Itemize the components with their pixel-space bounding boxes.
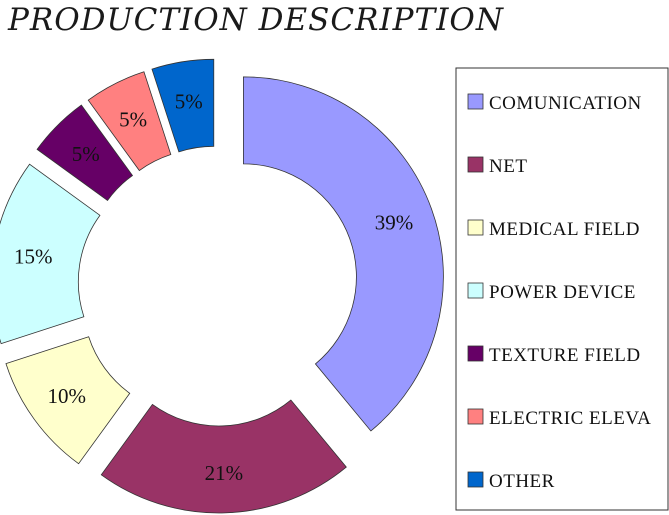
legend-swatch-4: [467, 345, 484, 362]
legend-label-4: TEXTURE FIELD: [489, 345, 641, 366]
legend-box: [455, 67, 669, 511]
donut-slice-4: [36, 104, 134, 202]
legend-swatch-6: [467, 471, 484, 488]
legend: COMUNICATION NET MEDICAL FIELD POWER DEVICE…: [455, 67, 669, 511]
chart-title: PRODUCTION DESCRIPTION: [8, 2, 504, 38]
slice-label-5: 5%: [119, 107, 147, 131]
legend-swatch-2: [467, 219, 484, 236]
donut-slice-0: [243, 76, 444, 432]
donut-slice-6: [151, 58, 215, 153]
slice-label-1: 21%: [205, 461, 244, 485]
slice-label-3: 15%: [14, 245, 53, 269]
donut-slice-5: [87, 71, 172, 172]
donut-slice-3: [0, 163, 101, 345]
slice-label-0: 39%: [375, 211, 414, 235]
legend-label-0: COMUNICATION: [489, 93, 642, 114]
legend-swatch-0: [467, 93, 484, 110]
slice-label-2: 10%: [47, 384, 86, 408]
slice-label-4: 5%: [72, 142, 100, 166]
legend-label-3: POWER DEVICE: [489, 282, 636, 303]
legend-swatch-1: [467, 156, 484, 173]
legend-label-2: MEDICAL FIELD: [489, 219, 640, 240]
slice-label-6: 5%: [175, 89, 203, 113]
donut-slice-1: [100, 399, 347, 514]
legend-label-6: OTHER: [489, 471, 555, 492]
legend-label-5: ELECTRIC ELEVA: [489, 408, 651, 429]
legend-swatch-5: [467, 408, 484, 425]
legend-swatch-3: [467, 282, 484, 299]
legend-label-1: NET: [489, 156, 527, 177]
donut-slice-2: [5, 336, 131, 465]
slices-group: 39% 21% 10% 15% 5% 5% 5%: [0, 58, 444, 514]
